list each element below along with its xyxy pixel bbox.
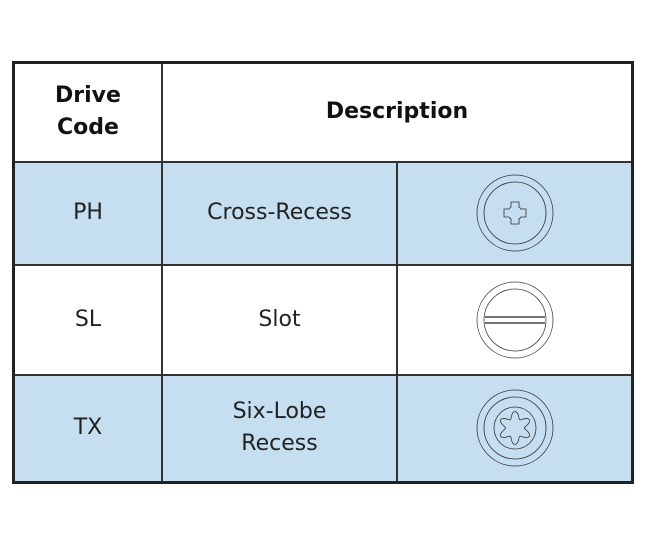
drive-description: Slot bbox=[161, 263, 398, 376]
drive-illustration bbox=[396, 160, 634, 266]
header-row: Drive Code Description bbox=[12, 61, 634, 163]
table-row: SL Slot bbox=[12, 263, 634, 376]
drive-illustration bbox=[396, 373, 634, 484]
slotted-drive-icon bbox=[476, 281, 553, 358]
drive-code-table: Drive Code Description PH Cross-Recess S… bbox=[12, 61, 634, 484]
header-drive-code: Drive Code bbox=[12, 61, 163, 163]
drive-code: TX bbox=[12, 373, 163, 484]
table-row: PH Cross-Recess bbox=[12, 160, 634, 266]
drive-description: Cross-Recess bbox=[161, 160, 398, 266]
drive-description: Six-Lobe Recess bbox=[161, 373, 398, 484]
header-description: Description bbox=[161, 61, 634, 163]
drive-code: PH bbox=[12, 160, 163, 266]
torx-drive-icon bbox=[476, 389, 553, 467]
phillips-drive-icon bbox=[476, 174, 553, 252]
drive-illustration bbox=[396, 263, 634, 376]
drive-code: SL bbox=[12, 263, 163, 376]
table-row: TX Six-Lobe Recess bbox=[12, 373, 634, 484]
